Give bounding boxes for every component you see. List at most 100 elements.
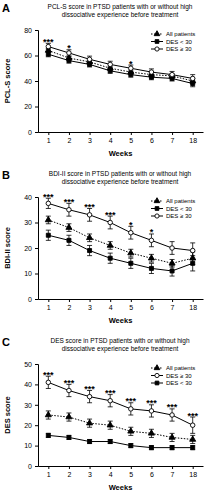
- marker: [67, 435, 71, 439]
- error-bar: [108, 421, 113, 429]
- error-bar: [108, 242, 113, 250]
- x-tick-label: 4: [109, 304, 113, 311]
- error-bar-cap: [149, 437, 154, 438]
- x-tick: 18: [189, 299, 197, 311]
- error-bar: [128, 427, 133, 435]
- error-bar-cap: [149, 246, 154, 247]
- x-tick: 1: [47, 299, 51, 311]
- x-tick-mark: [193, 466, 194, 469]
- error-bar-cap: [149, 263, 154, 264]
- marker: [108, 398, 113, 403]
- error-bar-cap: [87, 427, 92, 428]
- x-tick-mark: [110, 299, 111, 302]
- panel: CDES score in PTSD patients with or with…: [2, 336, 204, 492]
- error-bar: [46, 216, 51, 224]
- error-bar: [190, 256, 195, 271]
- series-line: [48, 54, 192, 83]
- error-bar-cap: [66, 396, 71, 397]
- y-tick-mark: [35, 30, 38, 31]
- marker: [129, 73, 133, 77]
- significance-mark: ***: [84, 202, 95, 212]
- x-tick: 3: [88, 132, 92, 144]
- x-tick-label: 6: [150, 304, 154, 311]
- y-axis: 020406080: [24, 27, 38, 136]
- marker: [46, 433, 50, 437]
- marker: [108, 69, 112, 73]
- error-bar-cap: [46, 223, 51, 224]
- x-tick-label: 18: [189, 471, 197, 478]
- marker: [148, 255, 154, 260]
- error-bar-cap: [190, 86, 195, 87]
- y-axis-title: BDI-II score: [3, 227, 12, 269]
- legend-marker: [154, 365, 160, 370]
- marker: [191, 82, 195, 86]
- x-tick: 6: [150, 132, 154, 144]
- y-tick-mark: [35, 274, 38, 275]
- x-tick-mark: [131, 132, 132, 135]
- marker: [87, 234, 93, 239]
- x-tick-mark: [90, 132, 91, 135]
- legend-entry: DES < 30: [151, 206, 193, 212]
- title: DES score in PTSD patients with or witho…: [50, 337, 189, 353]
- error-bar: [149, 69, 154, 75]
- marker: [128, 250, 134, 255]
- y-tick-mark: [35, 248, 38, 249]
- x-tick-mark: [110, 132, 111, 135]
- legend-label: All patients: [166, 31, 195, 37]
- x-axis: 123456718: [39, 299, 204, 311]
- marker: [148, 430, 154, 435]
- y-tick-mark: [35, 405, 38, 406]
- legend-label: DES < 30: [166, 39, 193, 45]
- y-tick: 50: [24, 361, 38, 368]
- y-tick: 40: [24, 381, 38, 388]
- series-line: [48, 50, 192, 81]
- error-bar-cap: [46, 419, 51, 420]
- significance-mark: ***: [43, 192, 54, 202]
- figure: APCL-S score in PTSD patients with or wi…: [0, 0, 208, 500]
- x-tick: 3: [88, 299, 92, 311]
- error-bar-cap: [87, 255, 92, 256]
- y-tick-mark: [35, 81, 38, 82]
- x-tick-mark: [131, 299, 132, 302]
- y-tick-label: 50: [24, 361, 32, 368]
- significance-mark: ***: [105, 210, 116, 220]
- y-tick: 60: [24, 52, 38, 59]
- error-bar-cap: [170, 421, 175, 422]
- y-axis-title: DES score: [3, 396, 12, 434]
- error-bar: [46, 230, 51, 240]
- marker: [129, 230, 134, 235]
- legend-entry: All patients: [151, 365, 195, 371]
- marker: [149, 238, 154, 243]
- marker: [190, 423, 195, 428]
- error-bar-cap: [190, 443, 195, 444]
- marker: [190, 436, 196, 441]
- error-bar: [66, 58, 71, 63]
- error-bar: [66, 224, 71, 232]
- error-bar: [149, 429, 154, 437]
- error-bar: [87, 62, 92, 67]
- error-bar-cap: [128, 258, 133, 259]
- x-tick: 4: [109, 132, 113, 144]
- x-tick-label: 1: [47, 137, 51, 144]
- marker: [149, 266, 153, 270]
- marker: [170, 413, 175, 418]
- error-bar: [87, 245, 92, 255]
- marker: [45, 411, 51, 416]
- legend: All patientsDES < 30DES ≥ 30: [151, 31, 195, 52]
- series-line: [48, 382, 192, 425]
- marker: [149, 70, 154, 75]
- marker: [190, 248, 195, 253]
- marker: [170, 72, 175, 77]
- x-tick-label: 2: [67, 304, 71, 311]
- marker: [87, 394, 92, 399]
- error-bar: [149, 446, 154, 450]
- error-bar: [149, 254, 154, 262]
- y-tick: 40: [24, 78, 38, 85]
- x-tick-mark: [172, 299, 173, 302]
- y-tick: 0: [28, 129, 38, 136]
- x-tick: 6: [150, 466, 154, 478]
- y-tick-mark: [35, 446, 38, 447]
- y-tick-label: 80: [24, 27, 32, 34]
- y-tick: 40: [24, 194, 38, 201]
- y-tick-label: 40: [24, 78, 32, 85]
